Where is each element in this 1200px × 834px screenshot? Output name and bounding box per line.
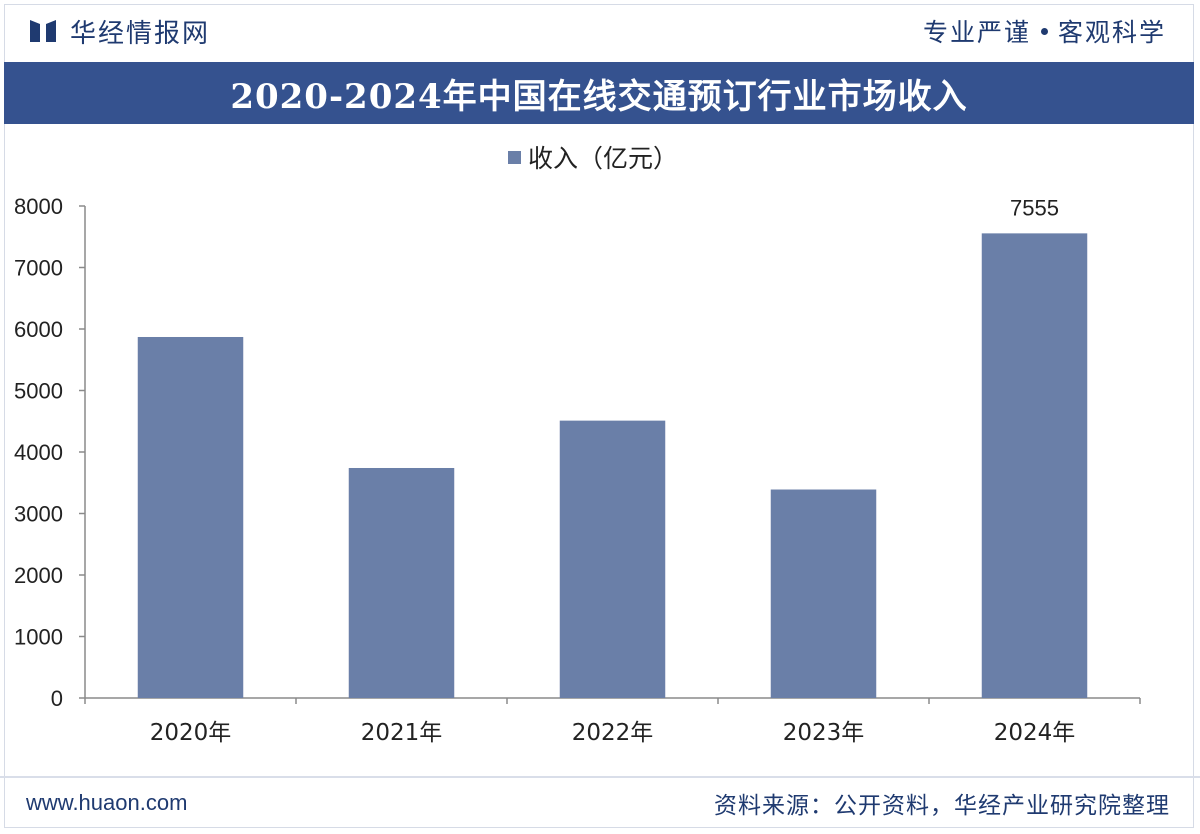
y-tick-label: 0 (51, 686, 63, 711)
header-bar: 华经情报网 专业严谨 客观科学 (0, 0, 1200, 62)
chart-title: 2020-2024年中国在线交通预订行业市场收入 (230, 76, 968, 117)
huajing-logo-icon (30, 20, 56, 42)
bar-2020年 (137, 336, 244, 698)
x-tick-label: 2024年 (994, 720, 1076, 746)
bar-chart: 收入（亿元） 0 1000 2000 3000 4000 5000 6000 7000 8000 2… (14, 144, 1141, 746)
brand-name: 华经情报网 (70, 18, 211, 49)
website-link[interactable]: www.huaon.com (26, 790, 188, 815)
x-tick-label: 2021年 (361, 720, 443, 746)
bar-2021年 (348, 467, 455, 698)
chart-frame (4, 4, 1194, 828)
source-note: 资料来源：公开资料，华经产业研究院整理 (714, 793, 1170, 819)
y-tick-label: 1000 (14, 625, 63, 650)
x-tick-label: 2022年 (572, 720, 654, 746)
legend-swatch (508, 151, 521, 164)
x-tick-label: 2023年 (783, 720, 865, 746)
slogan-left: 专业严谨 (922, 18, 1031, 47)
title-bar: 2020-2024年中国在线交通预订行业市场收入 (4, 62, 1194, 124)
y-tick-label: 4000 (14, 440, 63, 465)
y-tick-label: 7000 (14, 256, 63, 281)
y-tick-label: 3000 (14, 502, 63, 527)
slogan: 专业严谨 客观科学 (923, 13, 1166, 49)
data-label: 7555 (1010, 195, 1059, 220)
slogan-right: 客观科学 (1057, 18, 1166, 47)
y-tick-label: 2000 (14, 563, 63, 588)
y-tick-label: 8000 (14, 194, 63, 219)
bar-2022年 (559, 420, 666, 698)
slogan-dot-icon (1040, 27, 1048, 35)
y-tick-label: 5000 (14, 379, 63, 404)
bar-2024年 (981, 233, 1088, 698)
brand: 华经情报网 (28, 13, 210, 50)
legend-label: 收入（亿元） (528, 144, 678, 173)
footer-bar: www.huaon.com 资料来源：公开资料，华经产业研究院整理 (0, 776, 1200, 828)
bar-2023年 (770, 489, 877, 698)
x-tick-label: 2020年 (150, 720, 232, 746)
y-tick-label: 6000 (14, 317, 63, 342)
